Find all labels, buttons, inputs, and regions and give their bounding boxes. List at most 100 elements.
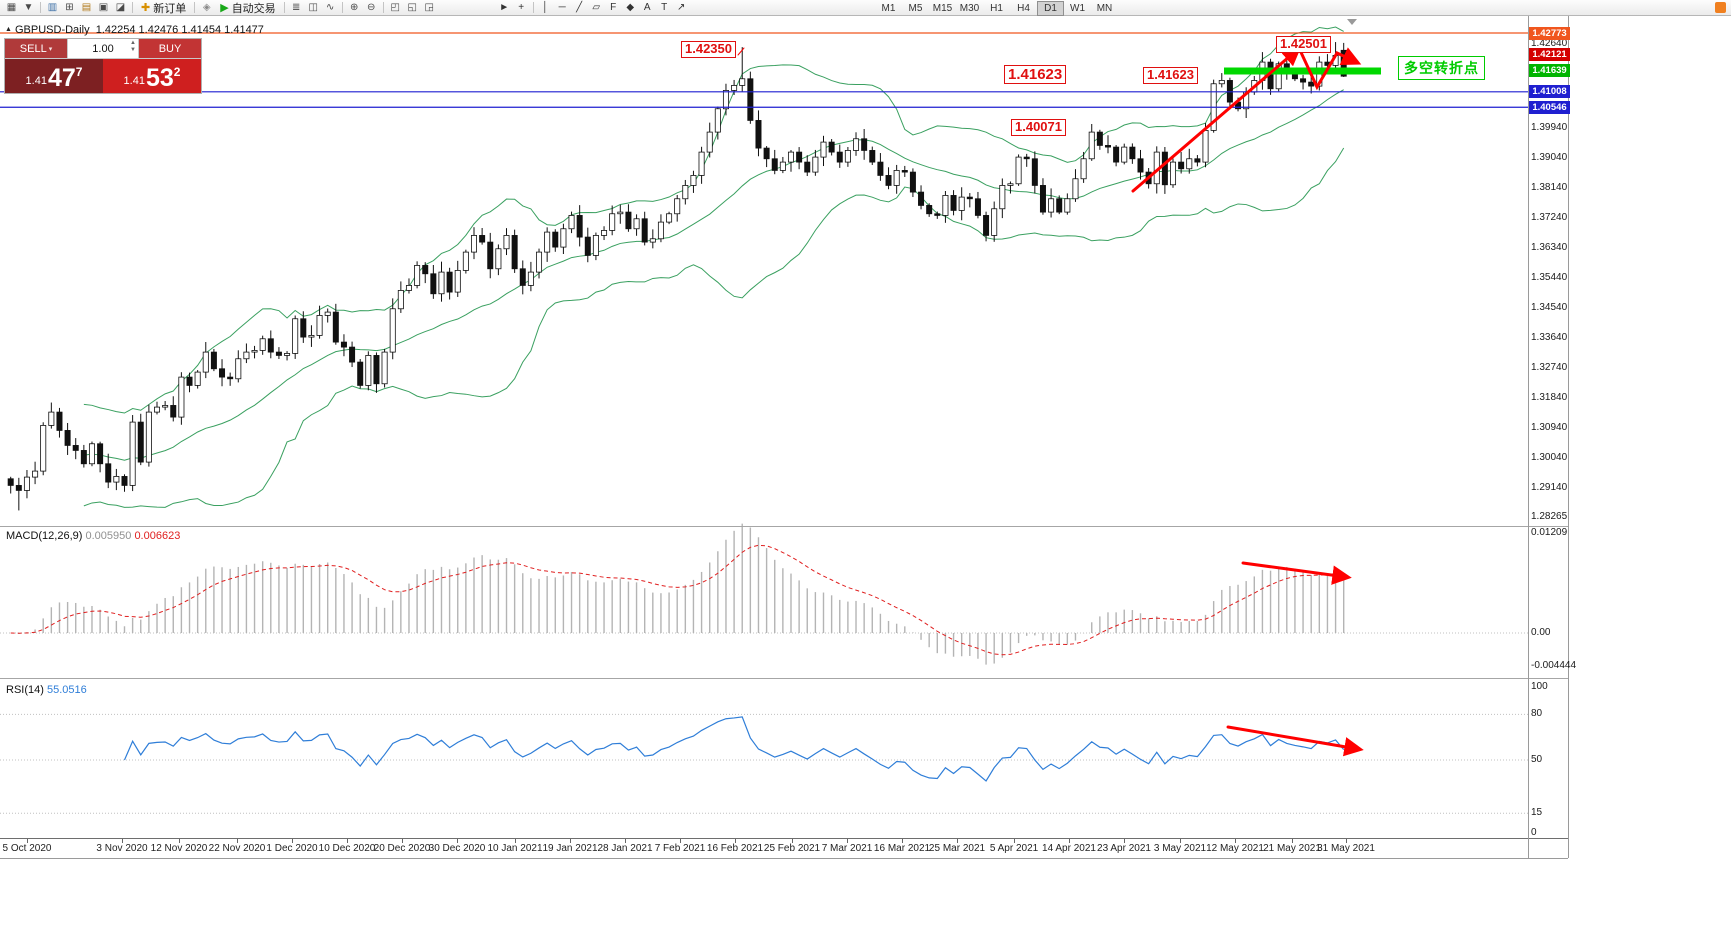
chart-canvas[interactable] [0, 16, 1568, 858]
label-icon[interactable]: T [661, 2, 668, 13]
price-axis-label: 1.31840 [1531, 392, 1568, 403]
cursor-icon[interactable]: ► [499, 2, 510, 13]
price-axis-label: 1.32740 [1531, 362, 1568, 373]
panel-divider[interactable] [0, 678, 1568, 679]
date-label: 14 Apr 2021 [1042, 843, 1096, 854]
trend-arrows [737, 46, 1364, 757]
lot-size-input[interactable]: 1.00 ▲ ▼ [67, 39, 139, 58]
date-label: 22 Nov 2020 [208, 843, 266, 854]
date-label: 12 Nov 2020 [150, 843, 208, 854]
buy-button[interactable]: BUY [139, 39, 201, 58]
candlestick-chart-icon[interactable]: ◫ [308, 2, 318, 13]
price-callout-label: 1.42350 [681, 41, 736, 58]
date-label: 16 Mar 2021 [873, 843, 931, 854]
channel-icon[interactable]: ▱ [592, 2, 601, 13]
date-tickmark [570, 839, 571, 843]
date-tickmark [1235, 839, 1236, 843]
bull-bear-turning-point-label: 多空转折点 [1398, 56, 1485, 80]
panel-divider[interactable] [0, 526, 1568, 527]
macd-axis-label: 0.01209 [1531, 527, 1568, 538]
metaeditor-icon[interactable]: ◈ [202, 2, 211, 13]
price-axis-label: 1.29140 [1531, 482, 1568, 493]
bar-chart-icon[interactable]: ≣ [291, 2, 301, 13]
buy-price-panel[interactable]: 1.41 53 2 [103, 59, 201, 93]
date-tickmark [902, 839, 903, 843]
spinner-up-icon[interactable]: ▲ [130, 40, 136, 46]
market-watch-icon[interactable]: ▥ [47, 2, 58, 13]
toolbar-separator [132, 2, 133, 13]
date-tickmark [402, 839, 403, 843]
fibonacci-icon[interactable]: F [610, 2, 617, 13]
tile-windows-icon[interactable]: ◰ [390, 2, 400, 13]
bollinger-bands [83, 26, 1345, 508]
price-axis-marker: 1.41639 [1529, 64, 1570, 78]
timeframe-button-m15[interactable]: M15 [932, 3, 953, 14]
spinner-down-icon[interactable]: ▼ [130, 47, 136, 53]
date-tickmark [457, 839, 458, 843]
date-label: 10 Jan 2021 [487, 843, 543, 854]
date-label: 23 Apr 2021 [1097, 843, 1151, 854]
new-chart-icon[interactable]: ▦ [6, 2, 17, 13]
navigator-icon[interactable]: ▤ [81, 2, 92, 13]
date-tickmark [27, 839, 28, 843]
symbol-period-text: GBPUSD-Daily [15, 24, 90, 36]
timeframe-button-h1[interactable]: H1 [990, 3, 1003, 14]
vertical-line-icon[interactable]: │ [542, 2, 549, 13]
date-tickmark [957, 839, 958, 843]
rsi-axis-label: 0 [1531, 827, 1537, 838]
price-axis-label: 1.28265 [1531, 511, 1568, 522]
date-tickmark [1346, 839, 1347, 843]
timeframe-button-m5[interactable]: M5 [908, 3, 923, 14]
notification-icon[interactable] [1715, 2, 1726, 13]
date-label: 12 May 2021 [1206, 843, 1264, 854]
timeframe-button-m1[interactable]: M1 [881, 3, 896, 14]
chart-shift-marker-icon[interactable] [1347, 19, 1357, 25]
new-order-icon: ✚ [141, 2, 151, 14]
horizontal-line-icon[interactable]: ─ [558, 2, 566, 13]
arrange-windows-icon[interactable]: ◲ [424, 2, 434, 13]
date-label: 25 Feb 2021 [763, 843, 821, 854]
date-label: 30 Dec 2020 [428, 843, 486, 854]
trendline-icon[interactable]: ╱ [576, 2, 583, 13]
price-callout-label: 1.40071 [1011, 119, 1066, 136]
shapes-icon[interactable]: ◆ [626, 2, 635, 13]
one-click-trading-widget: SELL ▾ 1.00 ▲ ▼ BUY 1.41 47 7 1.41 53 2 [4, 38, 202, 94]
chevron-down-icon: ▾ [48, 45, 53, 53]
sell-button[interactable]: SELL ▾ [5, 39, 67, 58]
timeframe-button-w1[interactable]: W1 [1070, 3, 1085, 14]
candlesticks [7, 42, 1347, 511]
line-chart-icon[interactable]: ∿ [325, 2, 335, 13]
timeframe-button-h4[interactable]: H4 [1017, 3, 1030, 14]
date-label: 20 Dec 2020 [373, 843, 431, 854]
time-axis-border [0, 838, 1568, 839]
price-axis-label: 1.37240 [1531, 212, 1568, 223]
price-callout-label: 1.42501 [1276, 36, 1331, 53]
lot-spinner[interactable]: ▲ ▼ [130, 40, 136, 54]
strategy-tester-icon[interactable]: ◪ [115, 2, 126, 13]
zoom-out-icon[interactable]: ⊖ [366, 2, 376, 13]
sell-price-panel[interactable]: 1.41 47 7 [5, 59, 103, 93]
date-tickmark [680, 839, 681, 843]
timeframe-button-mn[interactable]: MN [1096, 3, 1113, 14]
new-order-button[interactable]: ✚ 新订单 [136, 1, 191, 15]
date-label: 21 May 2021 [1263, 843, 1321, 854]
toolbar-button-label: 自动交易 [231, 2, 276, 15]
rsi-label: RSI(14) 55.0516 [6, 684, 87, 696]
date-tickmark [515, 839, 516, 843]
price-axis-label: 1.38140 [1531, 182, 1568, 193]
cascade-windows-icon[interactable]: ◱ [407, 2, 417, 13]
autotrading-button[interactable]: ▶ 自动交易 [215, 1, 280, 15]
date-label: 31 May 2021 [1317, 843, 1375, 854]
arrow-tool-icon[interactable]: ↗ [676, 2, 686, 13]
crosshair-icon[interactable]: + [518, 2, 525, 13]
terminal-icon[interactable]: ▣ [98, 2, 109, 13]
timeframe-button-d1[interactable]: D1 [1037, 1, 1064, 16]
text-icon[interactable]: A [643, 2, 651, 13]
date-tickmark [292, 839, 293, 843]
zoom-in-icon[interactable]: ⊕ [349, 2, 359, 13]
profiles-icon[interactable]: ▼ [23, 2, 34, 13]
timeframe-button-m30[interactable]: M30 [959, 3, 980, 14]
date-label: 19 Jan 2021 [542, 843, 598, 854]
data-window-icon[interactable]: ⊞ [65, 2, 74, 13]
